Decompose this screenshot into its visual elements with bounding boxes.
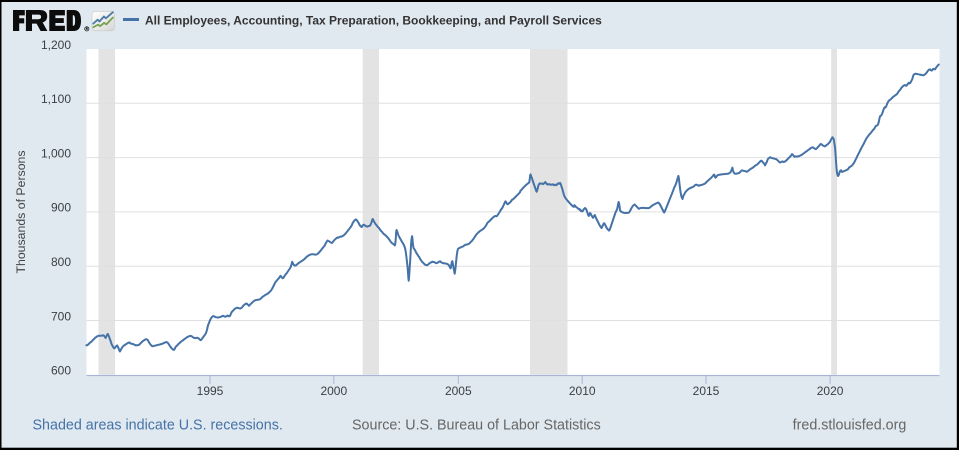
svg-text:Thousands of Persons: Thousands of Persons bbox=[14, 150, 28, 273]
svg-text:2010: 2010 bbox=[569, 384, 596, 398]
svg-text:1,200: 1,200 bbox=[41, 38, 71, 52]
svg-text:700: 700 bbox=[51, 309, 71, 323]
svg-text:1,100: 1,100 bbox=[41, 92, 71, 106]
svg-text:2005: 2005 bbox=[445, 384, 472, 398]
svg-text:Source: U.S. Bureau of Labor S: Source: U.S. Bureau of Labor Statistics bbox=[352, 417, 601, 433]
svg-text:All Employees, Accounting, Tax: All Employees, Accounting, Tax Preparati… bbox=[145, 13, 602, 27]
svg-text:2015: 2015 bbox=[693, 384, 720, 398]
svg-text:2020: 2020 bbox=[817, 384, 844, 398]
svg-text:800: 800 bbox=[51, 255, 71, 269]
svg-text:900: 900 bbox=[51, 201, 71, 215]
svg-text:1,000: 1,000 bbox=[41, 146, 71, 160]
svg-text:600: 600 bbox=[51, 364, 71, 378]
svg-text:fred.stlouisfed.org: fred.stlouisfed.org bbox=[793, 417, 907, 433]
svg-text:1995: 1995 bbox=[197, 384, 224, 398]
svg-text:2000: 2000 bbox=[320, 384, 347, 398]
svg-text:Shaded areas indicate U.S. rec: Shaded areas indicate U.S. recessions. bbox=[33, 417, 283, 433]
